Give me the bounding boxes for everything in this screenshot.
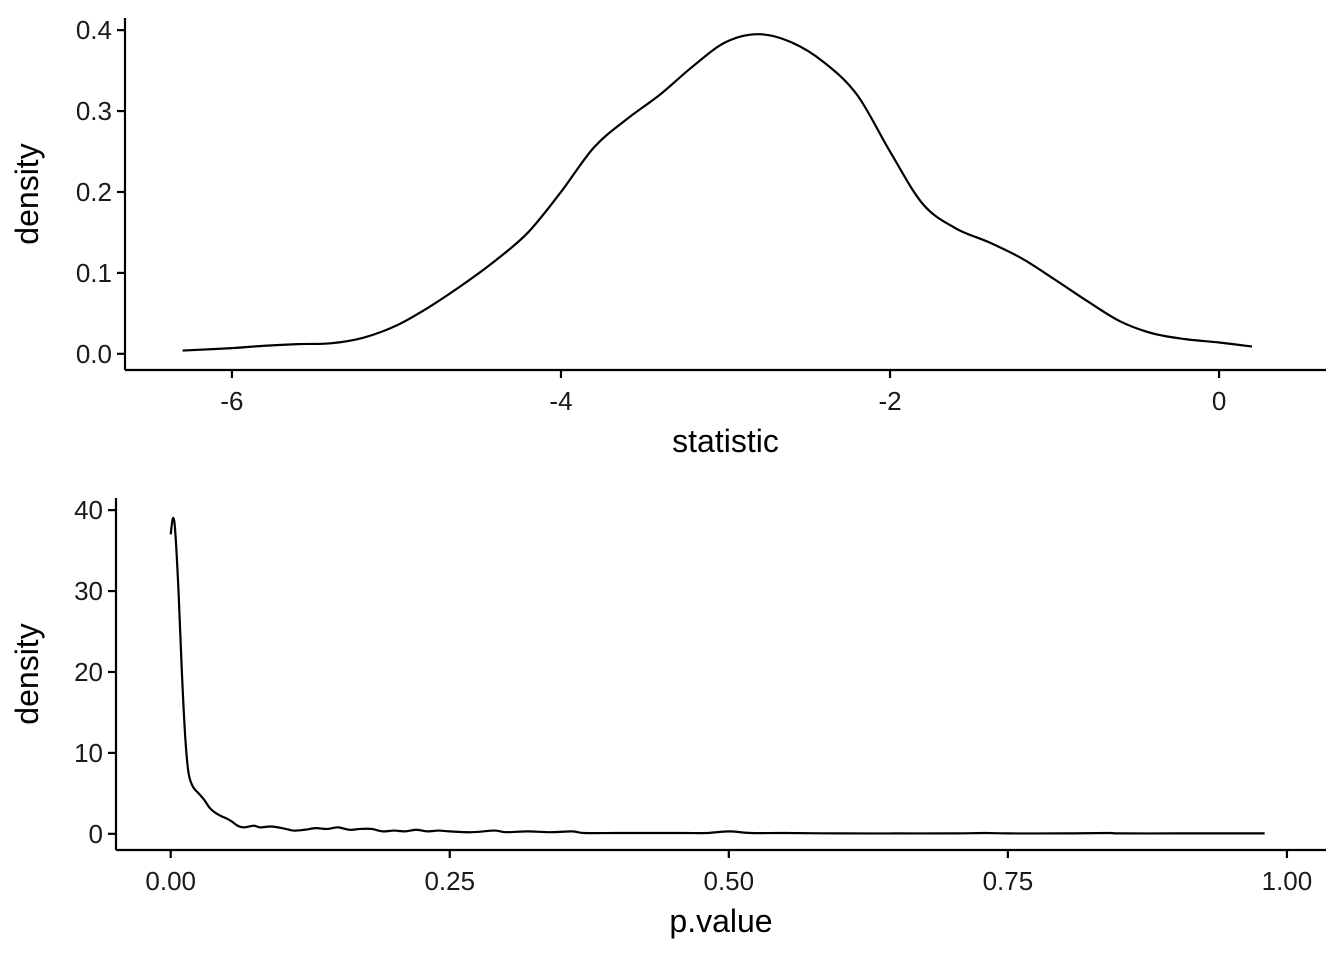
- y-tick-label: 10: [74, 738, 103, 768]
- x-tick-label: 0: [1212, 386, 1226, 416]
- x-tick-label: 1.00: [1262, 866, 1313, 896]
- density-curve: [182, 33, 1253, 352]
- y-tick-label: 40: [74, 495, 103, 525]
- y-tick-label: 0.2: [76, 177, 112, 207]
- x-tick-label: 0.00: [145, 866, 196, 896]
- x-tick-label: -4: [549, 386, 572, 416]
- x-axis-title: p.value: [669, 903, 772, 939]
- density-panel-1: 0.0 0.1 0.2 0.3 0.4 -6 -4 -2 0 statistic density: [9, 15, 1326, 459]
- x-tick-label: -2: [878, 386, 901, 416]
- x-tick-label: 0.50: [704, 866, 755, 896]
- y-tick-label: 0.3: [76, 96, 112, 126]
- y-tick-label: 0.0: [76, 339, 112, 369]
- x-axis-title: statistic: [672, 423, 779, 459]
- y-tick-label: 0: [89, 819, 103, 849]
- x-tick-label: 0.75: [983, 866, 1034, 896]
- y-axis-title: density: [9, 623, 45, 724]
- x-tick-label: 0.25: [424, 866, 475, 896]
- density-panel-2: 0 10 20 30 40 0.00 0.25 0.50 0.75 1.00 p.value dens…: [9, 495, 1326, 939]
- y-tick-label: 30: [74, 576, 103, 606]
- y-tick-label: 0.1: [76, 258, 112, 288]
- y-tick-label: 20: [74, 657, 103, 687]
- y-axis-title: density: [9, 143, 45, 244]
- density-curve: [169, 516, 1265, 835]
- x-tick-label: -6: [220, 386, 243, 416]
- y-tick-label: 0.4: [76, 15, 112, 45]
